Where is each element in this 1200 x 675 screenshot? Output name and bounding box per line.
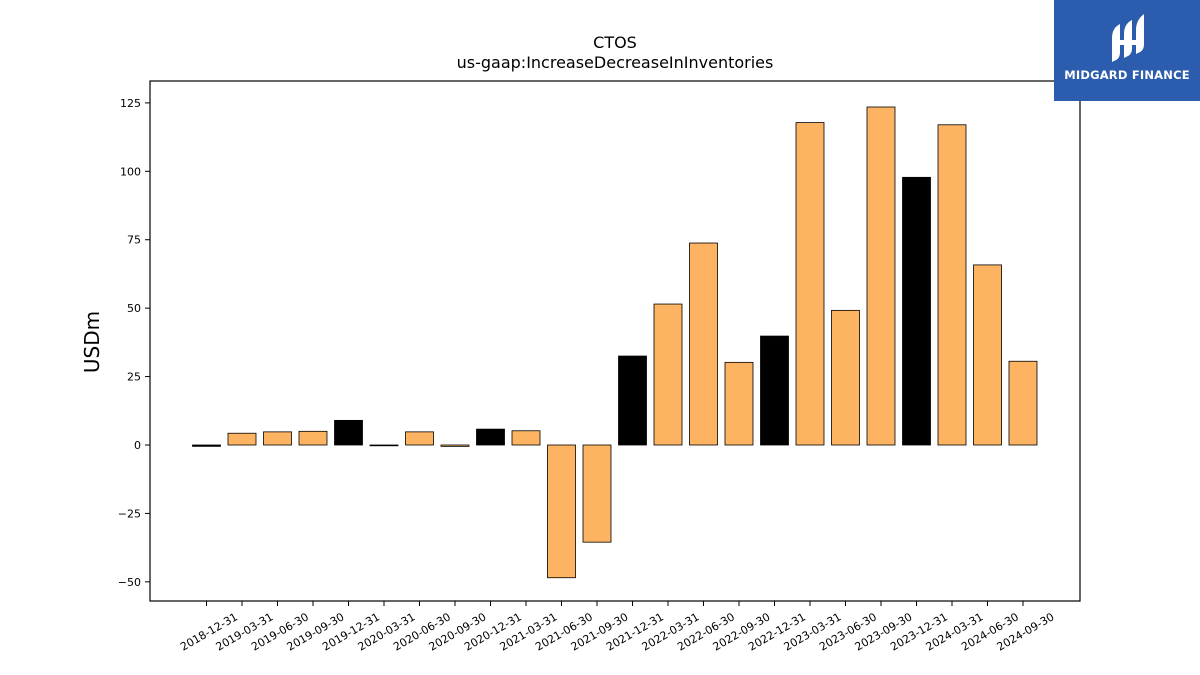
y-tick-label: −50 <box>118 576 141 589</box>
bar-2021-06-30 <box>547 444 576 579</box>
bar-2021-03-31 <box>511 430 541 446</box>
logo-name: MIDGARD FINANCE <box>1064 68 1190 82</box>
bar-2024-09-30 <box>1008 360 1038 446</box>
bar-2019-12-31 <box>334 419 363 446</box>
bar-2022-03-31 <box>653 303 683 446</box>
bar-2022-12-31 <box>760 335 789 446</box>
plot-frame <box>149 80 1081 602</box>
x-axis-ticks: 2018-12-312019-03-312019-06-302019-09-30… <box>178 601 1057 654</box>
bar-2021-12-31 <box>618 355 647 446</box>
bar-2024-03-31 <box>937 124 967 446</box>
y-tick-label: 25 <box>127 371 141 384</box>
bar-series <box>192 106 1038 579</box>
bar-2019-09-30 <box>298 430 328 446</box>
bar-2021-09-30 <box>582 444 612 543</box>
bar-2019-06-30 <box>263 431 292 446</box>
bar-2024-06-30 <box>973 264 1002 446</box>
bar-2020-12-31 <box>476 428 505 446</box>
bar-2020-06-30 <box>405 431 434 446</box>
bar-2020-09-30 <box>440 444 470 447</box>
midgard-finance-logo: MIDGARD FINANCE <box>1054 0 1200 101</box>
y-tick-label: −25 <box>118 507 141 520</box>
bar-2019-03-31 <box>227 432 257 446</box>
y-tick-label: 125 <box>120 97 141 110</box>
y-tick-label: 75 <box>127 234 141 247</box>
bar-2023-03-31 <box>795 122 825 446</box>
chart-subtitle: us-gaap:IncreaseDecreaseInInventories <box>457 53 774 72</box>
bar-2022-06-30 <box>689 242 718 446</box>
y-tick-label: 0 <box>134 439 141 452</box>
y-axis-ticks: −50 −25 0 25 50 75 100 125 <box>118 97 150 589</box>
bar-2023-12-31 <box>902 176 931 446</box>
bar-2020-03-31 <box>369 444 399 447</box>
y-axis-label: USDm <box>80 311 104 373</box>
y-tick-label: 100 <box>120 165 141 178</box>
midgard-logo-icon <box>1112 14 1144 62</box>
chart-title: CTOS <box>593 33 637 52</box>
bar-2023-09-30 <box>866 106 896 446</box>
bar-2018-12-31 <box>192 444 221 447</box>
bar-2022-09-30 <box>724 361 754 446</box>
y-tick-label: 50 <box>127 302 141 315</box>
bar-2023-06-30 <box>831 309 860 446</box>
